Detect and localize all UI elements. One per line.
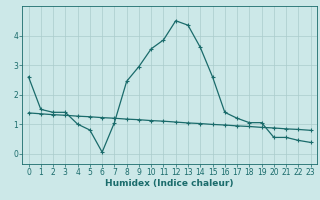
X-axis label: Humidex (Indice chaleur): Humidex (Indice chaleur): [105, 179, 234, 188]
